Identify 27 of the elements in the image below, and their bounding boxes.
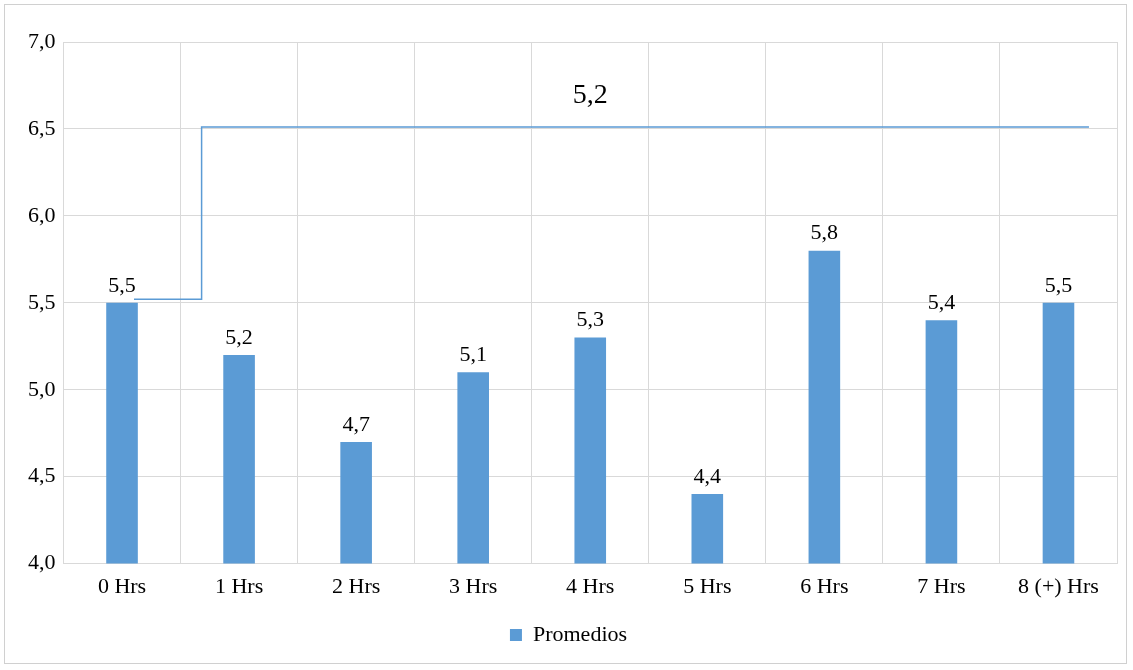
data-label: 5,4 [927, 288, 956, 314]
data-label: 5,2 [225, 323, 253, 349]
data-label: 5,1 [459, 341, 487, 367]
y-tick-label: 6,5 [28, 114, 56, 140]
x-tick-label: 0 Hrs [97, 572, 147, 598]
x-tick-label: 4 Hrs [566, 572, 615, 598]
x-tick-label: 2 Hrs [332, 572, 381, 598]
y-tick-label: 5,0 [28, 375, 56, 401]
x-tick-label: 1 Hrs [214, 572, 264, 598]
y-tick-label: 7,0 [28, 27, 56, 53]
annotation: 5,2 [572, 78, 608, 110]
x-tick-label: 6 Hrs [800, 572, 849, 598]
legend-label: Promedios [532, 620, 628, 646]
y-tick-label: 4,0 [28, 549, 56, 575]
x-tick-label: 3 Hrs [449, 572, 498, 598]
data-label: 5,3 [576, 306, 604, 332]
y-tick-label: 6,0 [28, 201, 56, 227]
x-tick-label: 5 Hrs [683, 572, 732, 598]
data-label: 5,5 [108, 271, 136, 297]
x-tick-label: 8 (+) Hrs [1018, 572, 1099, 598]
y-tick-label: 5,5 [28, 288, 56, 314]
y-tick-label: 4,5 [28, 462, 56, 488]
data-label: 4,4 [693, 462, 722, 488]
x-tick-label: 7 Hrs [917, 572, 966, 598]
data-label: 5,5 [1044, 271, 1073, 297]
data-label: 4,7 [342, 410, 370, 436]
data-label: 5,8 [810, 219, 839, 245]
